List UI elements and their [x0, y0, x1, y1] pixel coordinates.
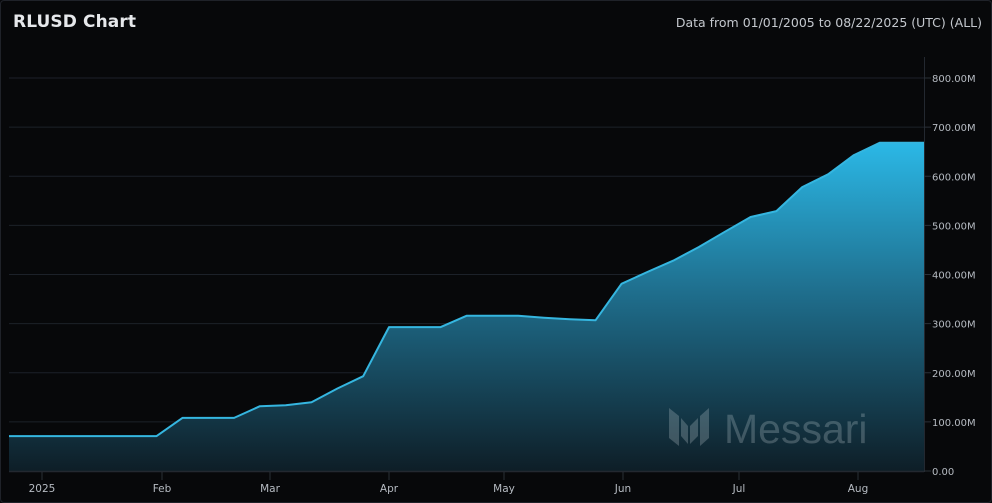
y-tick-label: 200.00M [932, 369, 976, 380]
date-range-label: Data from 01/01/2005 to 08/22/2025 (UTC)… [675, 15, 982, 30]
y-tick-label: 500.00M [932, 221, 976, 232]
messari-logo-icon [669, 408, 709, 446]
x-tick-label: Feb [153, 483, 172, 495]
y-tick-label: 300.00M [932, 320, 976, 331]
y-axis-ticks: 0.00 100.00M 200.00M 300.00M 400.00M 500.00M 6… [924, 74, 976, 478]
y-tick-label: 700.00M [932, 123, 976, 134]
y-tick-label: 600.00M [932, 172, 976, 183]
watermark-text: Messari [724, 406, 868, 452]
messari-watermark: Messari [669, 406, 868, 452]
x-tick-label: Jul [732, 483, 746, 495]
series-line[interactable] [9, 141, 924, 438]
y-tick-label: 0.00 [932, 467, 954, 478]
x-tick-label: Aug [848, 483, 869, 495]
x-axis-ticks: 2025 Feb Mar Apr May Jun Jul Aug [29, 472, 869, 495]
y-tick-label: 100.00M [932, 418, 976, 429]
x-tick-label: Jun [614, 483, 631, 495]
chart-title: RLUSD Chart [13, 12, 137, 32]
x-tick-label: 2025 [29, 483, 56, 495]
x-tick-label: May [493, 483, 515, 495]
x-tick-label: Mar [260, 483, 280, 495]
area-fill [9, 142, 924, 472]
y-tick-label: 800.00M [932, 74, 976, 85]
x-tick-label: Apr [380, 483, 399, 495]
y-tick-label: 400.00M [932, 271, 976, 282]
